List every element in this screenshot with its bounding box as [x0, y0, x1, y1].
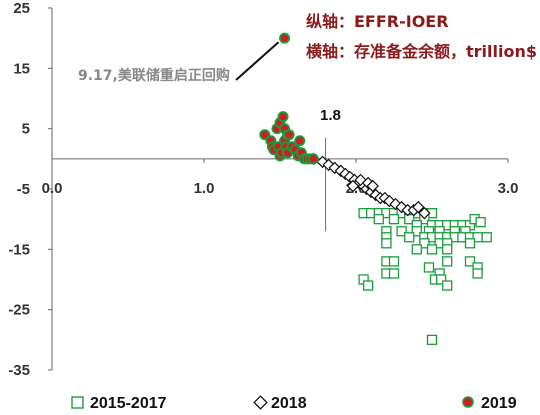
- point-2015-2017: [388, 214, 400, 225]
- point-2015-2017: [381, 238, 392, 249]
- x-tick-labels: 0.01.02.03.0: [42, 180, 519, 197]
- point-2015-2017: [442, 280, 453, 291]
- legend-marker-2018: [253, 395, 268, 410]
- y-tick-labels: 25 15 5 -5 -15 -25 -35: [8, 0, 30, 379]
- point-2018: [412, 200, 425, 214]
- point-2015-2017: [419, 238, 430, 249]
- y-tick-label: -35: [8, 362, 30, 379]
- point-2015-2017: [435, 274, 447, 285]
- legend-marker-2015-2017: [71, 396, 84, 409]
- y-tick-label: -5: [17, 181, 30, 198]
- point-2018: [366, 179, 379, 193]
- legend-label-2019: 2019: [481, 395, 517, 412]
- point-2015-2017: [481, 232, 492, 243]
- y-tick-label: -25: [8, 302, 30, 319]
- point-2019: [294, 135, 306, 147]
- series-2015-2017: [358, 207, 492, 345]
- point-2019: [307, 153, 319, 165]
- point-2015-2017: [411, 244, 422, 255]
- y-tick-label: -15: [8, 241, 30, 258]
- callout-line: [235, 41, 280, 81]
- series-2019: [259, 32, 319, 165]
- point-2019: [279, 32, 291, 44]
- x-tick-label: 1.0: [194, 180, 215, 197]
- y-tick-label: 5: [22, 121, 30, 138]
- legend-marker-2019: [462, 396, 474, 408]
- point-2018: [418, 206, 431, 220]
- point-2018: [346, 179, 360, 193]
- vline-label: 1.8: [320, 107, 341, 124]
- point-2015-2017: [475, 217, 486, 228]
- legend: 2015-2017 2018 2019: [71, 395, 517, 412]
- point-2015-2017: [404, 232, 415, 243]
- point-2015-2017: [388, 268, 400, 279]
- y-tick-label: 15: [13, 60, 30, 77]
- legend-label-2018: 2018: [271, 395, 307, 412]
- point-2015-2017: [363, 280, 374, 291]
- point-2015-2017: [426, 334, 438, 345]
- series-2018: [307, 152, 431, 220]
- point-2015-2017: [442, 256, 453, 267]
- point-2015-2017: [472, 268, 483, 279]
- x-tick-label: 0.0: [42, 180, 63, 197]
- point-2019: [277, 111, 289, 123]
- point-2015-2017: [373, 214, 384, 225]
- point-2019: [283, 129, 295, 141]
- legend-label-2015-2017: 2015-2017: [90, 395, 167, 412]
- point-2015-2017: [423, 262, 435, 273]
- point-2015-2017: [442, 244, 453, 255]
- point-2015-2017: [464, 238, 476, 249]
- xlabel-note: 横轴：存准备金余额，trillion$: [306, 42, 537, 61]
- data-points: [259, 32, 492, 345]
- point-2015-2017: [464, 256, 476, 267]
- callout: [235, 41, 280, 81]
- y-tick-label: 25: [13, 0, 30, 17]
- point-2015-2017: [388, 256, 400, 267]
- point-2015-2017: [426, 244, 438, 255]
- ylabel-note: 纵轴：EFFR-IOER: [306, 12, 449, 31]
- callout-label: 9.17,美联储重启正回购: [78, 67, 230, 84]
- point-2015-2017: [411, 226, 422, 237]
- axes: [48, 7, 509, 371]
- point-2015-2017: [396, 226, 407, 237]
- x-tick-label: 3.0: [498, 180, 519, 197]
